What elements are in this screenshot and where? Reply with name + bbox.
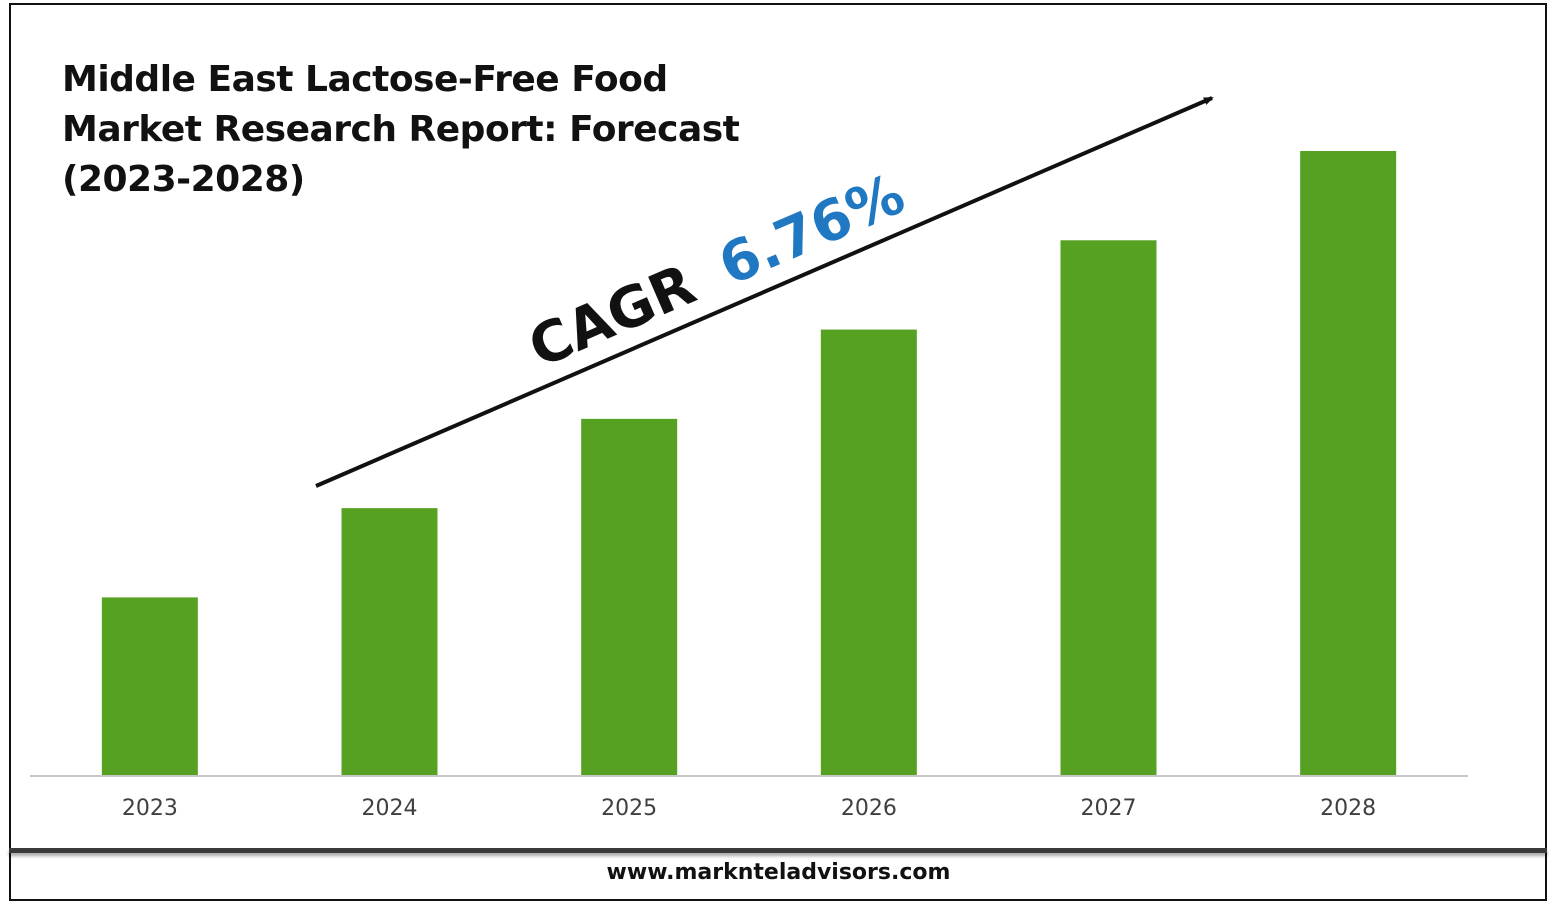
title-line-3: (2023-2028) — [62, 159, 305, 200]
chart-title: Middle East Lactose-Free Food Market Res… — [62, 55, 782, 205]
chart-frame — [9, 3, 1547, 901]
cagr-trend-arrow — [315, 96, 1214, 488]
title-line-2: Market Research Report: Forecast — [62, 109, 740, 150]
footer-divider — [9, 848, 1547, 853]
bar-2027 — [1060, 240, 1157, 777]
bar-2026 — [820, 329, 917, 776]
x-axis-tick-labels: 2023 2024 2025 2026 2027 2028 — [122, 796, 1376, 821]
x-tick-label-2023: 2023 — [122, 796, 178, 821]
title-line-1: Middle East Lactose-Free Food — [62, 59, 668, 100]
bar-2024 — [341, 508, 438, 776]
x-tick-label-2027: 2027 — [1081, 796, 1137, 821]
x-tick-label-2028: 2028 — [1320, 796, 1376, 821]
bar-2028 — [1300, 151, 1397, 776]
bar-series — [101, 151, 1397, 777]
x-tick-label-2024: 2024 — [362, 796, 418, 821]
x-tick-label-2026: 2026 — [841, 796, 897, 821]
cagr-value: 6.76% — [710, 162, 914, 299]
bar-2025 — [581, 418, 678, 776]
bar-2023 — [101, 597, 198, 776]
x-tick-label-2025: 2025 — [601, 796, 657, 821]
footer-website: www.marknteladvisors.com — [606, 860, 951, 885]
cagr-label: CAGR — [520, 252, 705, 381]
